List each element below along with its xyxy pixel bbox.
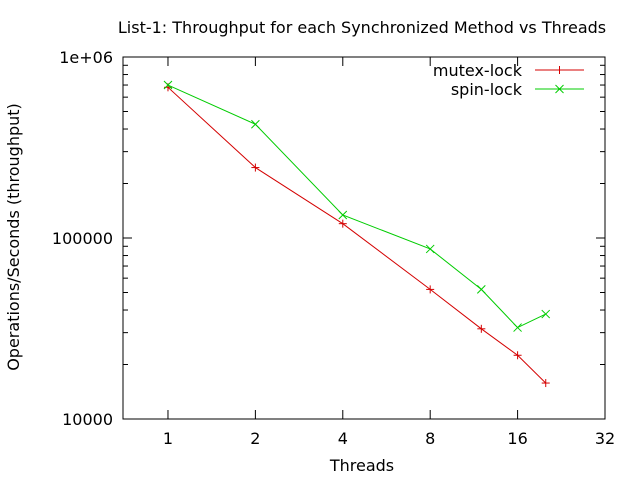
- y-axis-label: Operations/Seconds (throughput): [4, 103, 23, 371]
- series-layer: [163, 80, 551, 388]
- series-line: [167, 86, 547, 384]
- series-line: [167, 84, 546, 329]
- x-tick-label: 1: [163, 429, 173, 448]
- legend-marker: [555, 84, 564, 94]
- chart-title: List-1: Throughput for each Synchronized…: [118, 18, 606, 37]
- x-tick-label: 4: [338, 429, 348, 448]
- data-point: [425, 244, 435, 254]
- y-tick-label: 10000: [62, 410, 113, 429]
- data-point: [541, 309, 551, 319]
- x-axis-label: Threads: [329, 456, 394, 475]
- data-point: [251, 119, 260, 129]
- x-tick-label: 32: [595, 429, 615, 448]
- x-tick-label: 8: [425, 429, 435, 448]
- series-spin-lock: [163, 80, 551, 332]
- axis-ticks: 1 2 4 8 16 32 10000 100000 1e+06: [52, 48, 615, 448]
- y-tick-label: 100000: [52, 229, 113, 248]
- x-tick-label: 2: [250, 429, 260, 448]
- series-mutex-lock: [163, 83, 550, 388]
- data-point: [513, 323, 522, 332]
- data-point: [163, 80, 173, 90]
- data-point: [338, 210, 348, 220]
- plot-border: [122, 56, 606, 420]
- legend-label: spin-lock: [451, 80, 523, 99]
- data-point: [476, 285, 486, 294]
- y-tick-label: 1e+06: [59, 48, 113, 67]
- plot-frame: [122, 56, 606, 420]
- x-tick-label: 16: [507, 429, 527, 448]
- legend-label: mutex-lock: [433, 61, 523, 80]
